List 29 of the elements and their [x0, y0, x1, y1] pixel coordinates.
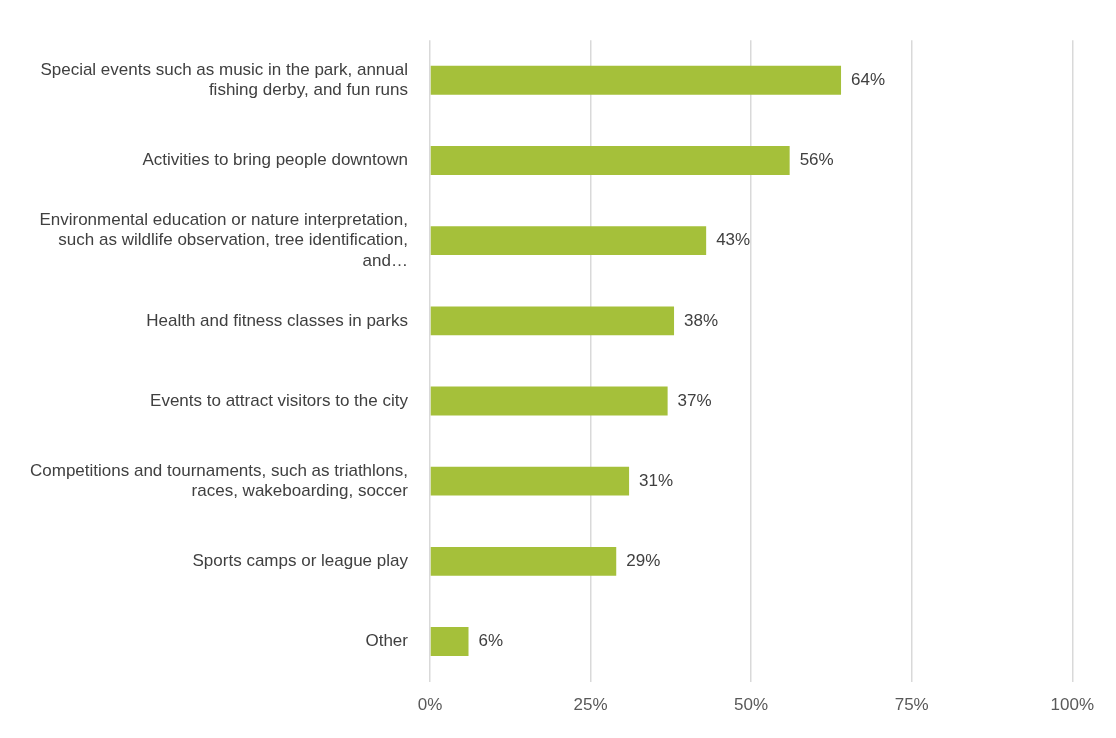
y-tick-label: Activities to bring people downtown	[142, 150, 408, 170]
x-tick-label: 0%	[417, 695, 443, 715]
data-label: 64%	[851, 69, 886, 89]
y-tick-label: Special events such as music in the park, annual fishing derby, and fun runs	[40, 59, 408, 100]
y-tick-label: Environmental education or nature interpretation, such as wildlife observation, tree identification, and…	[39, 209, 408, 270]
y-tick-label: Health and fitness classes in parks	[146, 310, 408, 330]
x-tick-label: 75%	[894, 695, 929, 715]
x-tick-label: 50%	[734, 695, 769, 715]
x-tick-label: 100%	[1050, 695, 1094, 715]
data-label: 38%	[684, 310, 719, 330]
y-tick-label: Competitions and tournaments, such as triathlons, races, wakeboarding, soccer	[29, 460, 409, 501]
bar	[430, 386, 668, 416]
x-tick-label: 25%	[573, 695, 608, 715]
data-label: 43%	[716, 230, 751, 250]
bar	[430, 226, 707, 256]
data-label: 37%	[677, 390, 712, 410]
data-label: 6%	[478, 631, 504, 651]
bar	[430, 627, 469, 656]
data-label: 31%	[639, 470, 674, 490]
bar	[430, 146, 790, 175]
data-label: 29%	[626, 551, 661, 571]
bar	[430, 65, 842, 95]
y-tick-label: Other	[365, 631, 409, 651]
bar	[430, 466, 630, 496]
data-label: 56%	[799, 150, 834, 170]
bar	[430, 306, 675, 336]
bar	[430, 546, 617, 576]
y-tick-label: Events to attract visitors to the city	[150, 390, 409, 410]
y-tick-label: Sports camps or league play	[192, 551, 409, 571]
